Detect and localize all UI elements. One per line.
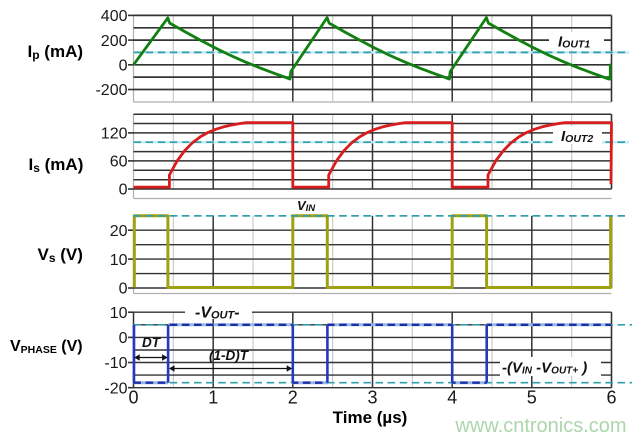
svg-text:200: 200 <box>101 33 128 50</box>
svg-text:60: 60 <box>110 154 128 171</box>
svg-text:www.cntronics.com: www.cntronics.com <box>454 415 626 437</box>
svg-text:(1-D)T: (1-D)T <box>209 348 250 363</box>
svg-text:-VOUT-: -VOUT- <box>195 305 240 322</box>
svg-text:IOUT1: IOUT1 <box>558 33 590 50</box>
svg-text:2: 2 <box>288 388 298 408</box>
svg-text:Vs (V): Vs (V) <box>38 245 83 265</box>
svg-text:0: 0 <box>119 58 128 75</box>
svg-text:400: 400 <box>101 8 128 25</box>
svg-text:DT: DT <box>142 335 162 350</box>
svg-text:Time (µs): Time (µs) <box>333 408 408 427</box>
svg-text:-200: -200 <box>95 82 127 99</box>
svg-text:IOUT2: IOUT2 <box>561 128 593 145</box>
svg-text:1: 1 <box>208 388 218 408</box>
svg-text:10: 10 <box>110 252 128 269</box>
svg-text:6: 6 <box>606 388 616 408</box>
svg-text:-20: -20 <box>104 380 127 397</box>
svg-text:120: 120 <box>101 126 128 143</box>
svg-text:10: 10 <box>110 305 128 322</box>
svg-text:0: 0 <box>119 182 128 199</box>
svg-text:20: 20 <box>110 223 128 240</box>
svg-text:0: 0 <box>128 388 138 408</box>
svg-text:4: 4 <box>447 388 457 408</box>
svg-text:0: 0 <box>119 281 128 298</box>
svg-text:5: 5 <box>527 388 537 408</box>
svg-text:Is (mA): Is (mA) <box>29 155 84 175</box>
svg-text:3: 3 <box>367 388 377 408</box>
svg-text:Ip (mA): Ip (mA) <box>28 42 84 62</box>
svg-text:-10: -10 <box>104 355 127 372</box>
svg-text:0: 0 <box>119 330 128 347</box>
